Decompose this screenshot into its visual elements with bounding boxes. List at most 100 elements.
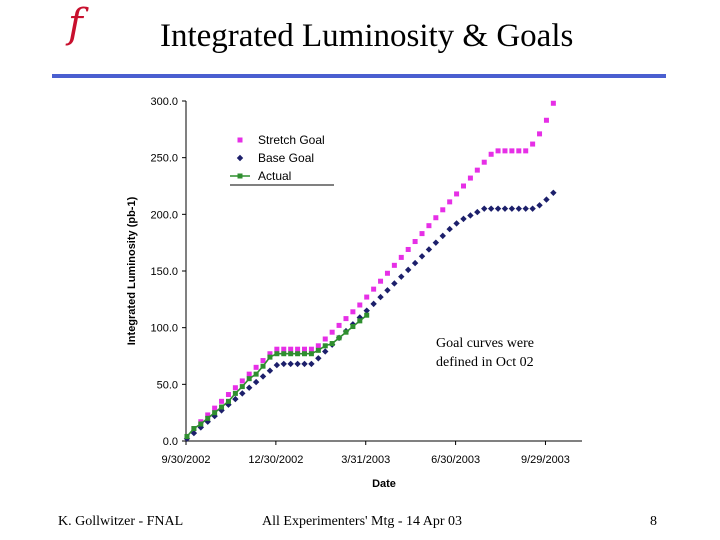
base-goal-series: [183, 189, 557, 442]
series-layer: [183, 100, 557, 442]
actual-point: [246, 376, 252, 382]
base-goal-point: [266, 367, 274, 374]
stretch-goal-point: [315, 343, 321, 349]
base-goal-point: [294, 360, 301, 368]
stretch-goal-point: [488, 151, 494, 157]
actual-point: [315, 347, 321, 353]
actual-point: [260, 363, 266, 369]
actual-point: [302, 351, 308, 357]
chart-legend: Stretch Goal Base Goal Actual: [230, 133, 334, 186]
base-goal-point: [550, 189, 557, 196]
stretch-goal-point: [467, 175, 473, 181]
x-tick-labels: 9/30/2002 12/30/2002 3/31/2003 6/30/2003 9/2…: [162, 441, 570, 466]
actual-series: [184, 312, 370, 439]
legend-actual-marker: [237, 173, 243, 179]
base-goal-point: [239, 390, 246, 397]
x-axis-label: Date: [372, 478, 396, 490]
stretch-goal-point: [371, 286, 377, 292]
stretch-goal-point: [364, 294, 370, 300]
stretch-goal-point: [253, 364, 259, 370]
actual-point: [184, 433, 190, 439]
base-goal-point: [460, 215, 467, 223]
base-goal-point: [315, 355, 322, 362]
actual-point: [212, 410, 218, 416]
base-goal-point: [322, 348, 329, 355]
stretch-goal-point: [530, 141, 536, 147]
title-divider: [52, 74, 666, 78]
stretch-goal-point: [474, 167, 480, 173]
actual-point: [288, 351, 294, 357]
stretch-goal-point: [502, 148, 508, 154]
x-tick-label: 9/30/2002: [162, 454, 211, 466]
actual-point: [239, 384, 245, 390]
stretch-goal-point: [440, 207, 446, 213]
y-tick-label: 50.0: [157, 379, 178, 391]
stretch-goal-point: [239, 378, 245, 384]
stretch-goal-point: [274, 346, 280, 352]
luminosity-chart: 0.0 50.0 100.0 150.0 200.0 250.0 300.0 9/30/20…: [126, 96, 582, 490]
base-goal-point: [404, 266, 412, 274]
actual-point: [198, 421, 204, 427]
legend-base-goal-label: Base Goal: [258, 151, 314, 165]
legend-actual-label: Actual: [258, 169, 291, 183]
y-tick-labels: 0.0 50.0 100.0 150.0 200.0 250.0 300.0: [150, 96, 186, 448]
y-tick-label: 0.0: [163, 436, 178, 448]
x-tick-label: 12/30/2002: [248, 454, 303, 466]
base-goal-point: [467, 212, 474, 219]
base-goal-point: [425, 246, 433, 253]
base-goal-point: [508, 205, 516, 212]
base-goal-point: [522, 205, 529, 212]
y-tick-label: 100.0: [150, 323, 178, 335]
actual-point: [267, 354, 273, 360]
stretch-goal-point: [322, 336, 328, 342]
actual-point: [322, 343, 328, 349]
base-goal-point: [418, 253, 426, 260]
base-goal-point: [363, 307, 370, 314]
base-goal-point: [439, 232, 446, 240]
base-goal-point: [252, 378, 260, 386]
stretch-goal-point: [205, 412, 211, 418]
actual-point: [253, 371, 259, 377]
y-tick-label: 200.0: [150, 209, 178, 221]
stretch-goal-point: [343, 316, 349, 322]
base-goal-point: [301, 360, 308, 368]
stretch-goal-point: [281, 346, 287, 352]
stretch-goal-point: [481, 159, 487, 165]
stretch-goal-point: [419, 231, 425, 237]
annotation-line-1: Goal curves were: [436, 336, 534, 351]
base-goal-point: [259, 373, 267, 380]
footer-meeting: All Experimenters' Mtg - 14 Apr 03: [262, 514, 463, 529]
actual-point: [343, 329, 349, 335]
base-goal-point: [446, 225, 453, 233]
base-goal-point: [411, 259, 419, 267]
legend-stretch-goal-label: Stretch Goal: [258, 133, 325, 147]
base-goal-point: [501, 205, 509, 212]
base-goal-point: [481, 205, 488, 212]
actual-point: [364, 312, 370, 318]
base-goal-point: [515, 205, 522, 212]
stretch-goal-point: [260, 358, 266, 364]
stretch-goal-point: [460, 183, 466, 189]
footer-author: K. Gollwitzer - FNAL: [58, 514, 184, 529]
actual-point: [295, 351, 301, 357]
stretch-goal-point: [426, 223, 432, 229]
stretch-goal-point: [336, 322, 342, 328]
y-tick-label: 250.0: [150, 153, 178, 165]
stretch-goal-point: [412, 239, 418, 245]
actual-point: [205, 415, 211, 421]
stretch-goal-point: [398, 254, 404, 260]
stretch-goal-point: [219, 398, 225, 404]
stretch-goal-point: [350, 309, 356, 315]
stretch-goal-point: [232, 385, 238, 391]
y-tick-label: 300.0: [150, 96, 178, 108]
annotation-line-2: defined in Oct 02: [436, 355, 534, 370]
stretch-goal-point: [288, 346, 294, 352]
actual-point: [219, 404, 225, 410]
actual-point: [308, 351, 314, 357]
base-goal-point: [453, 220, 460, 227]
base-goal-point: [308, 360, 315, 368]
stretch-goal-point: [516, 148, 522, 154]
base-goal-point: [356, 314, 364, 321]
actual-point: [281, 351, 287, 357]
base-goal-point: [529, 205, 536, 212]
